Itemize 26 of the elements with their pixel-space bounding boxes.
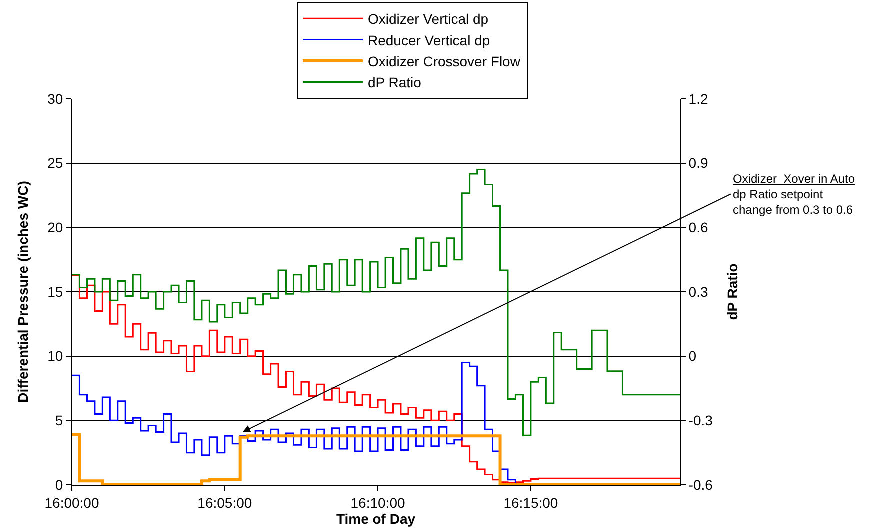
y2-tick-label: 0.9 (688, 155, 708, 172)
y-tick-label: 20 (48, 220, 64, 236)
x-tick-label: 16:15:00 (504, 494, 558, 511)
x-tick-label: 16:10:00 (350, 494, 406, 511)
y2-tick-label: 0 (688, 348, 697, 364)
x-tick-label: 16:05:00 (198, 494, 252, 511)
y-tick-label: 15 (48, 284, 64, 300)
legend-label: Oxidizer Crossover Flow (368, 53, 522, 70)
annotation: Oxidizer Xover in Auto dp Ratio setpoint change from 0.3 to 0.6 (733, 172, 856, 218)
legend-label: dP Ratio (368, 74, 422, 91)
y-axis-title: Differential Pressure (inches WC) (15, 181, 32, 403)
y2-tick-label: -0.6 (688, 476, 714, 493)
y2-tick-label: 0.3 (688, 284, 708, 300)
y-tick-label: 0 (55, 476, 64, 493)
y-tick-label: 5 (55, 412, 64, 429)
y2-tick-label: 0.6 (688, 220, 708, 236)
legend-label: Oxidizer Vertical dp (368, 11, 489, 28)
y2-axis-title: dP Ratio (724, 264, 740, 320)
legend-label: Reducer Vertical dp (368, 32, 490, 48)
x-axis-title: Time of Day (336, 510, 416, 527)
y2-tick-label: 1.2 (688, 90, 708, 107)
x-tick-label: 16:00:00 (44, 494, 100, 511)
y-tick-label: 25 (48, 155, 64, 172)
y-tick-label: 30 (48, 90, 64, 107)
y2-tick-label: -0.3 (688, 412, 714, 429)
y-tick-label: 10 (48, 348, 64, 364)
